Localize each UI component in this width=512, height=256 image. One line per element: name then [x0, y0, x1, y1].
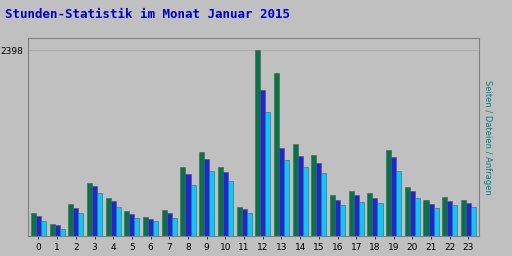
- Bar: [60, 229, 65, 236]
- Bar: [55, 226, 60, 236]
- Bar: [92, 186, 97, 236]
- Bar: [209, 170, 215, 236]
- Bar: [68, 204, 73, 236]
- Bar: [340, 205, 345, 236]
- Text: Seiten / Dateien / Anfragen: Seiten / Dateien / Anfragen: [483, 80, 492, 194]
- Bar: [218, 167, 223, 236]
- Bar: [180, 167, 185, 236]
- Bar: [73, 208, 78, 236]
- Bar: [162, 210, 167, 236]
- Bar: [199, 152, 204, 236]
- Bar: [41, 221, 46, 236]
- Bar: [148, 219, 153, 236]
- Bar: [167, 213, 172, 236]
- Bar: [105, 198, 111, 236]
- Bar: [434, 208, 439, 236]
- Bar: [116, 207, 121, 236]
- Bar: [322, 173, 327, 236]
- Bar: [172, 218, 177, 236]
- Bar: [410, 191, 415, 236]
- Bar: [31, 213, 36, 236]
- Bar: [135, 218, 139, 236]
- Bar: [466, 203, 471, 236]
- Bar: [359, 202, 364, 236]
- Bar: [78, 213, 83, 236]
- Bar: [405, 187, 410, 236]
- Bar: [185, 174, 190, 236]
- Bar: [36, 216, 41, 236]
- Bar: [335, 200, 340, 236]
- Bar: [447, 201, 452, 236]
- Bar: [247, 213, 252, 236]
- Bar: [274, 73, 279, 236]
- Bar: [87, 183, 92, 236]
- Bar: [124, 211, 130, 236]
- Bar: [461, 200, 466, 236]
- Bar: [242, 209, 247, 236]
- Bar: [372, 198, 377, 236]
- Bar: [311, 155, 316, 236]
- Bar: [255, 50, 260, 236]
- Bar: [223, 172, 228, 236]
- Bar: [391, 157, 396, 236]
- Bar: [349, 191, 354, 236]
- Bar: [265, 112, 270, 236]
- Bar: [204, 159, 209, 236]
- Bar: [228, 182, 233, 236]
- Bar: [143, 217, 148, 236]
- Bar: [260, 90, 265, 236]
- Bar: [303, 167, 308, 236]
- Bar: [284, 160, 289, 236]
- Bar: [190, 185, 196, 236]
- Bar: [354, 195, 359, 236]
- Bar: [396, 170, 401, 236]
- Bar: [415, 198, 420, 236]
- Bar: [423, 200, 429, 236]
- Bar: [292, 144, 297, 236]
- Bar: [130, 214, 135, 236]
- Bar: [50, 224, 55, 236]
- Text: Stunden-Statistik im Monat Januar 2015: Stunden-Statistik im Monat Januar 2015: [5, 8, 290, 21]
- Bar: [330, 195, 335, 236]
- Bar: [452, 205, 457, 236]
- Bar: [316, 163, 322, 236]
- Bar: [237, 207, 242, 236]
- Bar: [471, 207, 476, 236]
- Bar: [297, 156, 303, 236]
- Bar: [279, 148, 284, 236]
- Bar: [386, 150, 391, 236]
- Bar: [153, 221, 158, 236]
- Bar: [377, 203, 382, 236]
- Bar: [429, 204, 434, 236]
- Bar: [97, 193, 102, 236]
- Bar: [111, 201, 116, 236]
- Bar: [368, 193, 372, 236]
- Bar: [442, 197, 447, 236]
